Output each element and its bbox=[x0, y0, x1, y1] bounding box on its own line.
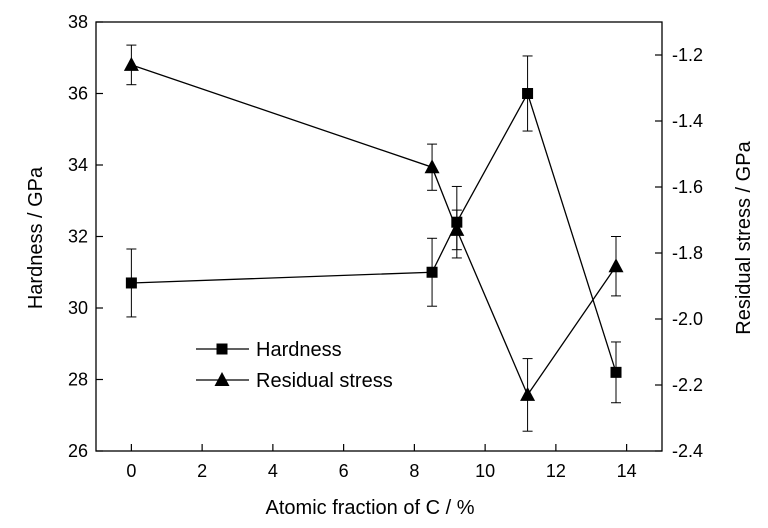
left-y-tick-label: 32 bbox=[68, 227, 88, 247]
left-y-tick-label: 30 bbox=[68, 298, 88, 318]
right-y-tick-label: -1.4 bbox=[672, 111, 703, 131]
right-y-tick-label: -2.2 bbox=[672, 375, 703, 395]
x-axis: 0 2 4 6 8 10 12 14 bbox=[126, 444, 637, 481]
x-tick-label: 6 bbox=[339, 461, 349, 481]
data-point bbox=[426, 266, 438, 278]
data-point bbox=[520, 386, 536, 401]
data-point bbox=[608, 258, 624, 273]
x-tick-label: 0 bbox=[126, 461, 136, 481]
x-tick-label: 8 bbox=[409, 461, 419, 481]
right-y-tick-label: -1.8 bbox=[672, 243, 703, 263]
left-y-tick-label: 34 bbox=[68, 155, 88, 175]
x-tick-label: 12 bbox=[546, 461, 566, 481]
left-y-axis: 26 28 30 32 34 36 38 bbox=[68, 12, 103, 461]
left-y-tick-label: 36 bbox=[68, 84, 88, 104]
series-line bbox=[131, 91, 617, 373]
x-tick-label: 14 bbox=[617, 461, 637, 481]
x-tick-label: 2 bbox=[197, 461, 207, 481]
right-y-tick-label: -2.4 bbox=[672, 441, 703, 461]
legend: Hardness Residual stress bbox=[196, 339, 393, 392]
series-hardness bbox=[125, 55, 622, 404]
left-y-tick-label: 28 bbox=[68, 370, 88, 390]
series-line bbox=[131, 64, 617, 397]
legend-marker bbox=[214, 372, 230, 386]
right-y-tick-label: -1.2 bbox=[672, 45, 703, 65]
legend-item-hardness: Hardness bbox=[196, 339, 342, 361]
data-point bbox=[125, 277, 137, 289]
series-residual-stress bbox=[123, 44, 624, 432]
data-point bbox=[610, 366, 622, 378]
right-y-tick-label: -2.0 bbox=[672, 309, 703, 329]
right-y-tick-label: -1.6 bbox=[672, 177, 703, 197]
left-y-tick-label: 26 bbox=[68, 441, 88, 461]
data-point bbox=[424, 159, 440, 174]
data-point bbox=[449, 221, 465, 236]
series-layer bbox=[123, 44, 624, 432]
right-y-axis-title: Residual stress / GPa bbox=[733, 140, 755, 334]
x-axis-title: Atomic fraction of C / % bbox=[266, 497, 475, 519]
data-point bbox=[123, 56, 139, 71]
data-point bbox=[522, 88, 534, 99]
x-tick-label: 10 bbox=[475, 461, 495, 481]
legend-label: Residual stress bbox=[256, 370, 393, 392]
right-y-axis: -2.4 -2.2 -2.0 -1.8 -1.6 -1.4 -1.2 bbox=[655, 45, 703, 461]
left-y-axis-title: Hardness / GPa bbox=[25, 166, 47, 309]
legend-label: Hardness bbox=[256, 339, 342, 361]
x-tick-label: 4 bbox=[268, 461, 278, 481]
left-y-tick-label: 38 bbox=[68, 12, 88, 32]
legend-item-residual-stress: Residual stress bbox=[196, 370, 393, 392]
legend-marker bbox=[216, 343, 228, 355]
